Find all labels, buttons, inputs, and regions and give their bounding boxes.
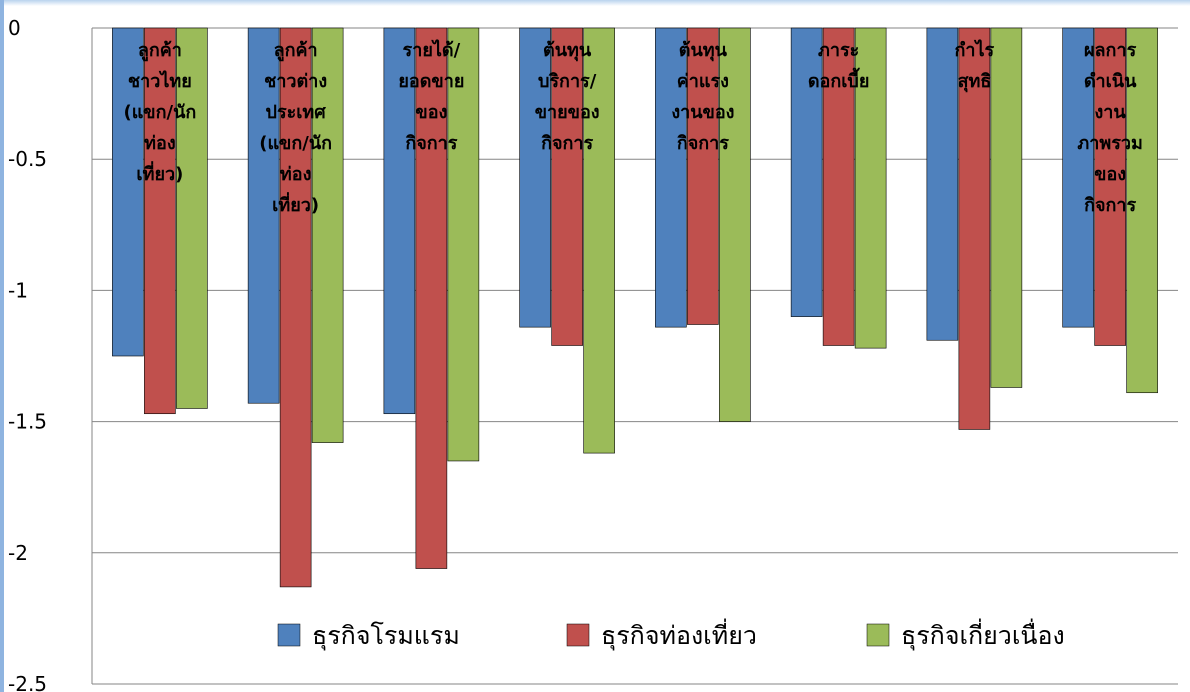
legend-label: ธุรกิจท่องเที่ยว [601,618,757,651]
category-label-line: รายได้/ [403,39,461,61]
category-label-line: ต้นทุน [679,40,728,62]
category-label-line: ภาพรวม [1077,133,1142,154]
legend-swatch [566,623,590,647]
category-label-line: ชาวต่าง [264,71,327,92]
category-label-line: เที่ยว) [136,161,183,185]
category-label-line: สุทธิ [957,71,991,93]
bar [1094,27,1126,346]
window-top-border [0,0,1190,6]
category-label-line: กิจการ [541,133,594,154]
y-tick-label: -1.5 [8,410,47,434]
category-label: รายได้/ ยอดขายของกิจการ [398,39,464,154]
bar [854,27,887,349]
y-tick-label: -2 [8,541,28,565]
bar [719,27,751,422]
category-label-line: บริการ/ [538,71,597,92]
category-label-line: ภาระ [818,40,859,61]
category-label-line: ของ [1094,164,1126,185]
category-label-line: กิจการ [405,133,458,154]
y-axis-ticks: 0 -0.5 -1 -1.5 -2 -2.5 [8,16,47,692]
category-label: ภาระดอกเบี้ย [808,40,870,92]
category-label-line: งานของ [671,102,734,123]
bar [311,27,344,443]
category-label-line: ผลการ [1084,40,1137,61]
bar [1126,27,1158,394]
category-label: กำไรสุทธิ [955,39,995,93]
category-label-line: ขายของ [535,102,600,123]
legend: ธุรกิจโรมแรม ธุรกิจท่องเที่ยว ธุรกิจเกี่ยว… [277,618,1065,651]
bar [383,27,416,415]
bar [583,27,615,454]
category-label-line: ยอดขาย [398,71,464,92]
category-label-line: ต้นทุน [543,40,592,62]
category-label-line: ชาวไทย [128,70,192,92]
category-label-line: (แขก/นัก [123,102,196,123]
category-label-line: กำไร [955,39,995,61]
category-label-line: ท่อง [280,164,311,185]
bar [519,27,551,328]
category-label-line: (แขก/นัก [259,133,332,154]
bar [176,27,208,409]
bar [551,27,583,346]
category-label-line: กิจการ [1084,195,1137,216]
y-tick-label: -0.5 [8,147,47,171]
bar [112,27,144,357]
y-tick-label: -1 [8,278,28,302]
bar [926,27,959,341]
category-label-line: เที่ยว) [272,192,319,216]
y-tick-label: -2.5 [8,672,47,692]
window-left-border [0,0,4,692]
bar [790,27,823,317]
bar [687,27,719,325]
bar [655,27,687,328]
category-label: ลูกค้าชาวต่างประเทศ (แขก/นักท่องเที่ยว) [259,40,332,216]
bar [1062,27,1094,328]
bar [144,27,176,415]
category-label-line: ประเทศ [266,102,327,123]
category-label-line: ของ [415,102,447,123]
bar [958,27,991,430]
bar [279,27,312,588]
category-label-line: ลูกค้า [274,40,318,62]
legend-label: ธุรกิจโรมแรม [312,621,460,651]
category-label-line: ค่าแรง [677,71,729,92]
bar [990,27,1023,388]
legend-swatch [866,623,890,647]
bar [415,27,448,569]
category-label: ต้นทุนค่าแรงงานของกิจการ [671,40,734,154]
y-tick-label: 0 [8,16,21,40]
category-label: ต้นทุนบริการ/ขายของกิจการ [535,40,600,154]
category-label-line: ท่อง [144,133,175,154]
category-label-line: ดำเนิน [1084,71,1137,92]
category-labels: ลูกค้าชาวไทย(แขก/นักท่องเที่ยว)ลูกค้าชาว… [123,39,1142,216]
legend-label: ธุรกิจเกี่ยวเนื่อง [901,618,1065,651]
category-label: ลูกค้าชาวไทย (แขก/นักท่องเที่ยว) [123,40,196,185]
category-label-line: งาน [1095,102,1127,123]
bars [112,27,1158,588]
category-label-line: ลูกค้า [138,40,182,62]
bar [822,27,855,346]
category-label: ผลการดำเนินงานภาพรวมของกิจการ [1077,40,1142,216]
bar [447,27,480,462]
category-label-line: ดอกเบี้ย [808,67,870,92]
category-label-line: กิจการ [677,133,730,154]
bar [247,27,280,404]
legend-swatch [277,623,301,647]
